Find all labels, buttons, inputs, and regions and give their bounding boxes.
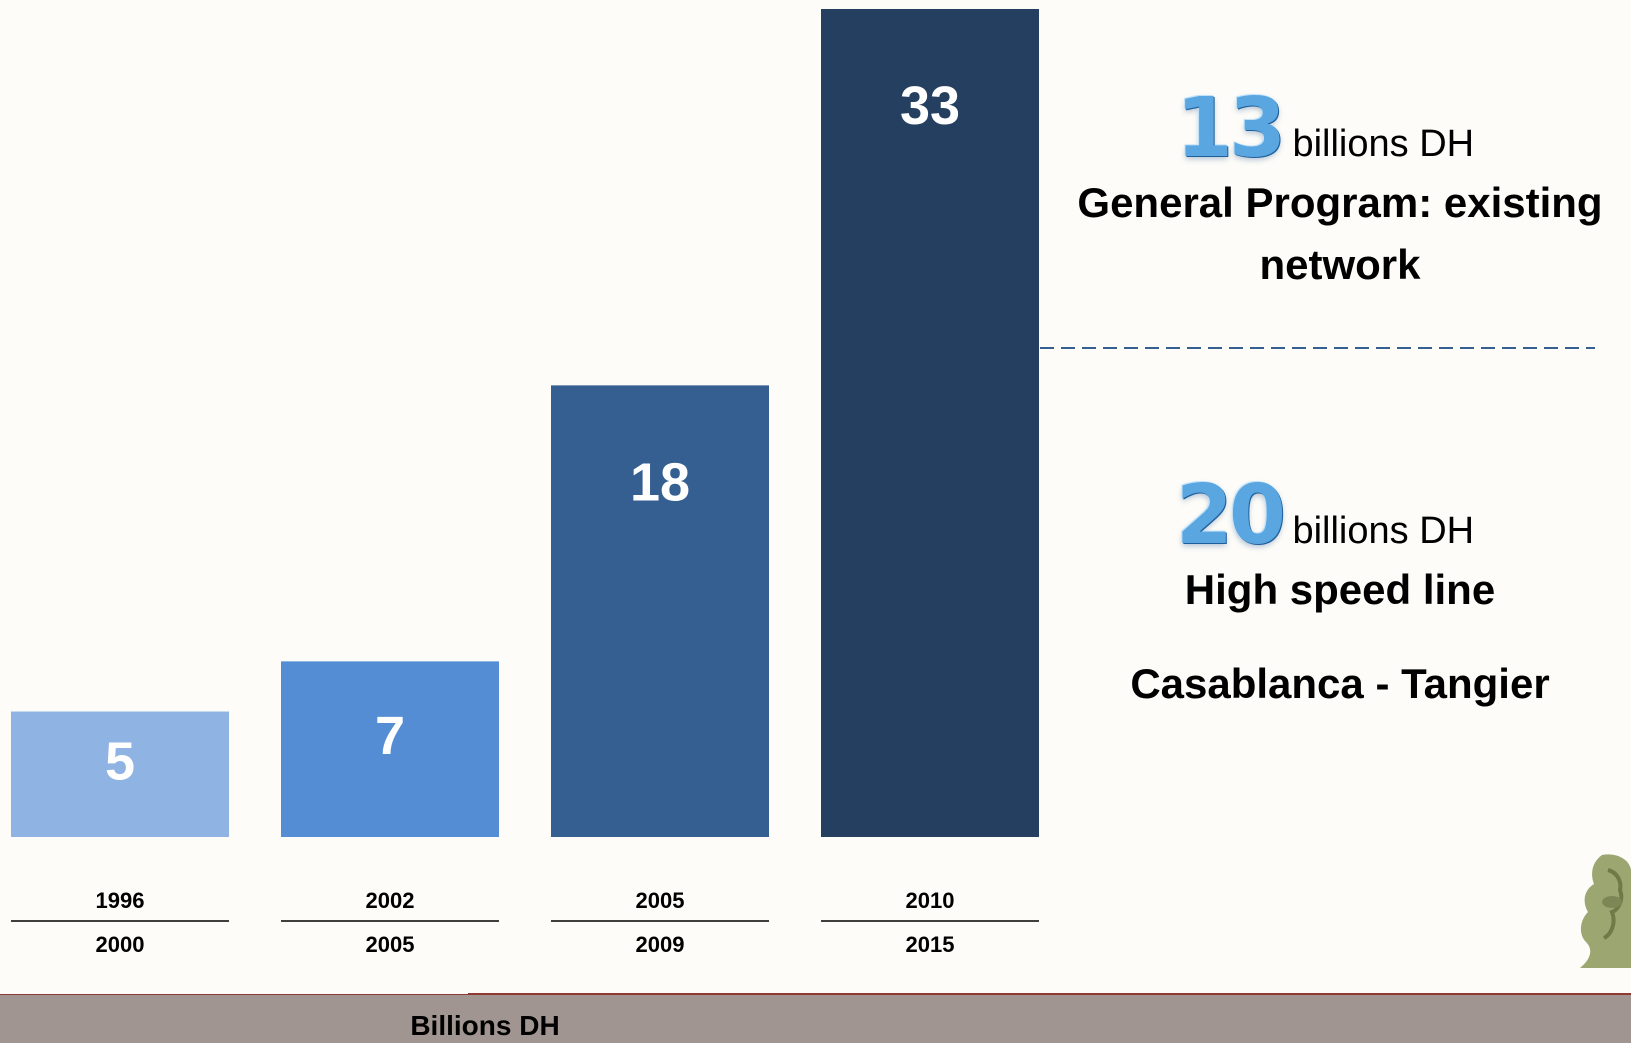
period-end-label: 2000	[96, 932, 145, 957]
y-axis-unit-label: Billions DH	[410, 1010, 560, 1041]
bar-value-label: 18	[630, 452, 690, 512]
section-divider	[1040, 347, 1595, 349]
bar-2005-2009	[551, 385, 769, 837]
high-speed-unit: billions DH	[1292, 510, 1475, 552]
bar-2010-2015	[821, 9, 1039, 837]
period-end-label: 2009	[636, 932, 685, 957]
bar-value-label: 5	[105, 731, 135, 791]
logo-emblem	[1580, 854, 1631, 968]
period-end-label: 2005	[366, 932, 415, 957]
period-start-label: 2005	[636, 888, 685, 913]
bar-1996-2000	[11, 711, 229, 837]
period-start-label: 1996	[96, 888, 145, 913]
existing-network-amount: 13	[1175, 81, 1286, 176]
bar-value-label: 7	[375, 706, 405, 766]
footer-bar	[0, 993, 1631, 1043]
footer-tab	[0, 991, 468, 994]
period-start-label: 2010	[906, 888, 955, 913]
high-speed-label-line1: High speed line	[1184, 566, 1496, 613]
bar-2002-2005	[281, 661, 499, 837]
existing-network-label-line2: network	[1259, 241, 1421, 288]
bar-value-label: 33	[900, 76, 960, 136]
period-end-label: 2015	[906, 932, 955, 957]
period-start-label: 2002	[366, 888, 415, 913]
high-speed-amount: 20	[1175, 468, 1286, 563]
existing-network-unit: billions DH	[1292, 123, 1475, 165]
annotation-existing-network: 13 billions DH General Program: existing…	[1045, 88, 1631, 296]
bar-chart: 5 1996 2000 7 2002 2005 18 2005 2009 33 2010 2015	[11, 9, 1039, 957]
high-speed-label-line2: Casablanca - Tangier	[1130, 660, 1550, 707]
annotation-high-speed-line: 20 billions DH High speed line Casablanc…	[1045, 475, 1631, 715]
existing-network-label-line1: General Program: existing	[1077, 179, 1603, 226]
